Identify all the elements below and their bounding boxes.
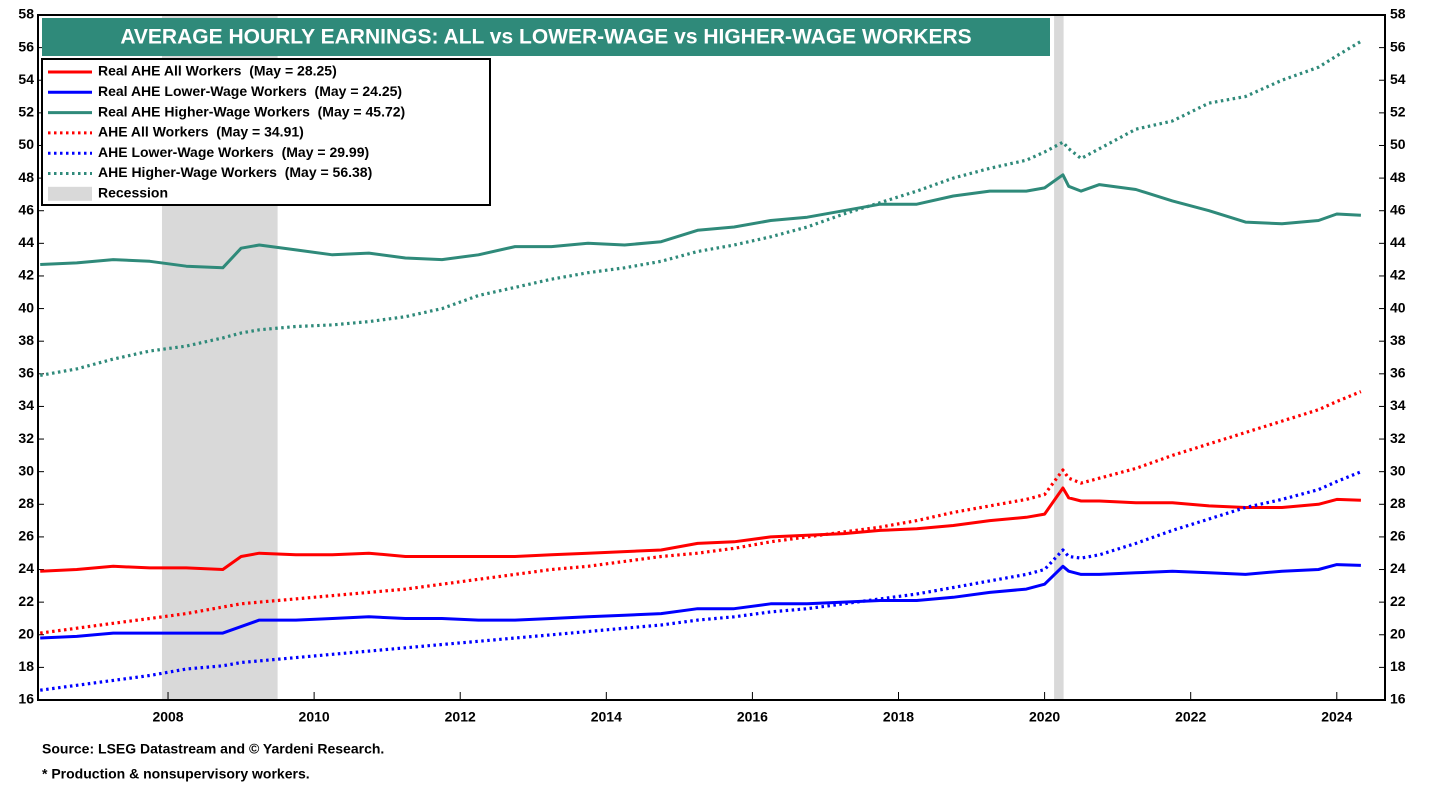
legend-label: Real AHE All Workers (May = 28.25) [98, 63, 337, 79]
y-tick-label: 42 [18, 267, 34, 283]
y2-tick-label: 26 [1390, 528, 1406, 544]
y2-tick-label: 24 [1390, 560, 1406, 576]
x-tick-label: 2020 [1029, 709, 1060, 725]
legend-label: Real AHE Lower-Wage Workers (May = 24.25… [98, 83, 402, 99]
x-tick-label: 2012 [445, 709, 476, 725]
y2-tick-label: 52 [1390, 104, 1406, 120]
series-line [39, 470, 1362, 692]
legend-label: AHE All Workers (May = 34.91) [98, 124, 304, 140]
y2-tick-label: 34 [1390, 397, 1406, 413]
series-line [40, 563, 1361, 640]
y-tick-label: 40 [18, 299, 34, 315]
y2-tick-label: 58 [1390, 6, 1406, 22]
x-tick-label: 2024 [1321, 709, 1352, 725]
y2-tick-label: 18 [1390, 658, 1406, 674]
y2-tick-label: 46 [1390, 201, 1406, 217]
y-tick-label: 38 [18, 332, 34, 348]
y-tick-label: 44 [18, 234, 34, 250]
y-tick-label: 32 [18, 430, 34, 446]
recession-band [1054, 15, 1064, 700]
y2-tick-label: 22 [1390, 593, 1406, 609]
y2-tick-label: 50 [1390, 136, 1406, 152]
plot-frame [37, 14, 1386, 701]
y-tick-label: 22 [18, 593, 34, 609]
y-tick-label: 54 [18, 71, 34, 87]
chart-title: AVERAGE HOURLY EARNINGS: ALL vs LOWER-WA… [120, 26, 971, 49]
y-tick-label: 16 [18, 691, 34, 707]
legend-label: AHE Lower-Wage Workers (May = 29.99) [98, 144, 369, 160]
y-tick-label: 48 [18, 169, 34, 185]
legend-label: AHE Higher-Wage Workers (May = 56.38) [98, 164, 372, 180]
y-tick-label: 20 [18, 625, 34, 641]
y2-tick-label: 38 [1390, 332, 1406, 348]
y-tick-label: 56 [18, 38, 34, 54]
series-line [40, 173, 1361, 270]
legend-box [41, 58, 491, 206]
x-tick-label: 2014 [591, 709, 622, 725]
footnote: * Production & nonsupervisory workers. [42, 766, 310, 782]
y-tick-label: 58 [18, 6, 34, 22]
y2-tick-label: 32 [1390, 430, 1406, 446]
series-line [40, 486, 1361, 573]
y-tick-label: 46 [18, 201, 34, 217]
y2-tick-label: 56 [1390, 38, 1406, 54]
x-tick-label: 2010 [299, 709, 330, 725]
y2-tick-label: 42 [1390, 267, 1406, 283]
y2-tick-label: 30 [1390, 462, 1406, 478]
y2-tick-label: 48 [1390, 169, 1406, 185]
y2-tick-label: 36 [1390, 365, 1406, 381]
x-tick-label: 2008 [152, 709, 183, 725]
series-line [39, 40, 1362, 377]
y2-tick-label: 16 [1390, 691, 1406, 707]
series-line [39, 390, 1362, 635]
y-tick-label: 24 [18, 560, 34, 576]
y-tick-label: 18 [18, 658, 34, 674]
legend-swatch [48, 186, 92, 201]
legend-label: Real AHE Higher-Wage Workers (May = 45.7… [98, 103, 405, 119]
y-tick-label: 50 [18, 136, 34, 152]
y2-tick-label: 28 [1390, 495, 1406, 511]
y-tick-label: 28 [18, 495, 34, 511]
source-note: Source: LSEG Datastream and © Yardeni Re… [42, 741, 384, 757]
y2-tick-label: 40 [1390, 299, 1406, 315]
x-tick-label: 2016 [737, 709, 768, 725]
x-tick-label: 2018 [883, 709, 914, 725]
y-tick-label: 52 [18, 104, 34, 120]
y-tick-label: 34 [18, 397, 34, 413]
y2-tick-label: 54 [1390, 71, 1406, 87]
y-tick-label: 36 [18, 365, 34, 381]
y2-tick-label: 44 [1390, 234, 1406, 250]
title-box [42, 18, 1050, 56]
legend-label: Recession [98, 185, 168, 201]
y-tick-label: 26 [18, 528, 34, 544]
y2-tick-label: 20 [1390, 625, 1406, 641]
y-tick-label: 30 [18, 462, 34, 478]
x-tick-label: 2022 [1175, 709, 1206, 725]
